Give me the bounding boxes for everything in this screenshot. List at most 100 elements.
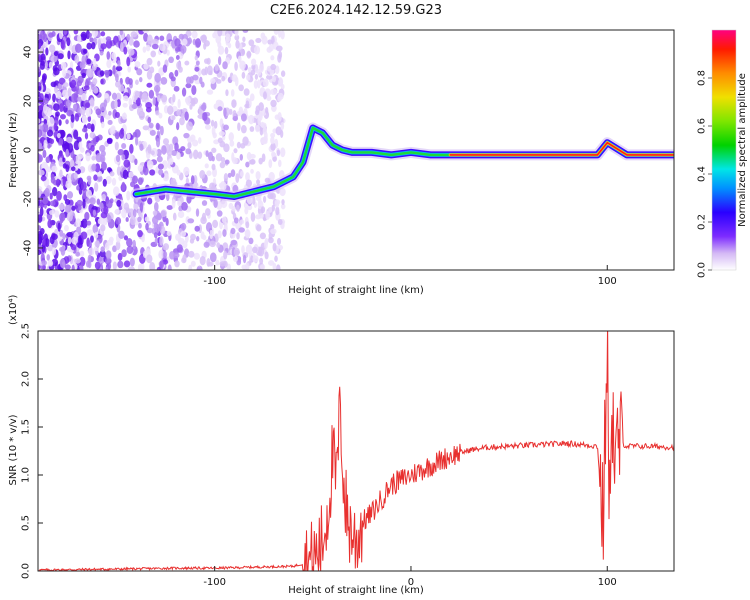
spectrogram-noise-cell bbox=[71, 85, 78, 92]
spectrogram-noise-cell bbox=[214, 30, 218, 36]
spectrogram-noise-cell bbox=[272, 242, 277, 252]
spectrogram-noise-cell bbox=[142, 165, 147, 173]
spectrogram-noise-cell bbox=[191, 85, 197, 96]
spectrogram-noise-cell bbox=[122, 169, 129, 180]
spectrogram-noise-cell bbox=[236, 232, 240, 240]
spectrogram-noise-cell bbox=[280, 203, 286, 210]
spectrogram-noise-cell bbox=[268, 44, 274, 52]
spectrogram-noise-cell bbox=[245, 262, 250, 270]
spectrogram-noise-cell bbox=[271, 151, 276, 158]
spectrogram-noise-cell bbox=[161, 94, 168, 103]
spectrogram-noise-cell bbox=[147, 197, 153, 205]
spectrogram-noise-cell bbox=[184, 96, 191, 104]
spectrogram-noise-cell bbox=[276, 149, 281, 157]
spectrogram-noise-cell bbox=[162, 259, 169, 265]
spectrogram-noise-cell bbox=[220, 199, 228, 209]
spectrogram-noise-cell bbox=[53, 103, 60, 112]
snr-x-tick-label: 0 bbox=[408, 577, 414, 588]
spectrogram-noise-cell bbox=[79, 61, 86, 70]
spectrogram-noise-cell bbox=[255, 170, 261, 180]
spectrogram-noise-cell bbox=[94, 232, 99, 239]
spectrogram-noise-cell bbox=[252, 246, 258, 254]
spectrogram-noise-cell bbox=[90, 235, 94, 243]
spectrogram-noise-cell bbox=[239, 153, 243, 161]
spectrogram-noise-cell bbox=[146, 70, 153, 80]
spectrogram-noise-cell bbox=[266, 74, 273, 80]
spectrogram-noise-cell bbox=[206, 170, 212, 177]
spectrogram-noise-cell bbox=[256, 179, 260, 185]
spectrogram-noise-cell bbox=[260, 122, 267, 129]
spectrogram-noise-cell bbox=[60, 113, 66, 120]
spectrogram-noise-cell bbox=[157, 60, 161, 67]
spectrogram-noise-cell bbox=[194, 55, 198, 61]
spectrogram-noise-cell bbox=[190, 175, 195, 185]
spectrogram-noise-cell bbox=[267, 39, 273, 45]
spectrogram-noise-cell bbox=[143, 63, 149, 70]
spectrogram-noise-cell bbox=[142, 125, 150, 131]
spectrogram-noise-cell bbox=[47, 143, 51, 149]
spectrogram-noise-cell bbox=[177, 200, 182, 207]
spectrogram-noise-cell bbox=[39, 207, 44, 217]
spectrogram-noise-cell bbox=[163, 243, 169, 251]
spectrogram-noise-cell bbox=[123, 260, 131, 268]
spectrogram-noise-cell bbox=[217, 56, 222, 66]
spectrogram-noise-cell bbox=[258, 157, 263, 165]
spectrogram-noise-cell bbox=[223, 107, 227, 117]
spectrogram-noise-cell bbox=[58, 119, 62, 126]
spectrogram-y-tick-label: 40 bbox=[23, 46, 34, 59]
spectrogram-noise-cell bbox=[247, 204, 253, 211]
spectrogram-noise-cell bbox=[245, 221, 250, 229]
spectrogram-noise-cell bbox=[83, 85, 90, 91]
spectrogram-noise-cell bbox=[62, 176, 66, 187]
spectrogram-noise-cell bbox=[205, 222, 213, 233]
spectrogram-noise-cell bbox=[160, 209, 167, 217]
spectrogram-noise-cell bbox=[159, 43, 166, 52]
spectrogram-noise-cell bbox=[115, 92, 122, 102]
spectrogram-noise-cell bbox=[204, 124, 212, 130]
spectrogram-noise-cell bbox=[85, 189, 93, 199]
spectrogram-noise-cell bbox=[219, 161, 226, 169]
spectrogram-noise-cell bbox=[50, 81, 57, 88]
spectrogram-noise-cell bbox=[95, 153, 102, 163]
spectrogram-noise-cell bbox=[43, 97, 49, 105]
spectrogram-noise-cell bbox=[205, 150, 209, 158]
spectrogram-noise-cell bbox=[59, 169, 63, 178]
spectrogram-noise-cell bbox=[159, 35, 165, 42]
spectrogram-noise-cell bbox=[116, 166, 121, 176]
spectrogram-noise-cell bbox=[148, 89, 155, 99]
spectrogram-noise-cell bbox=[120, 42, 124, 52]
spectrogram-noise-cell bbox=[228, 132, 234, 142]
spectrogram-noise-cell bbox=[48, 210, 55, 215]
spectrogram-noise-cell bbox=[43, 139, 48, 149]
spectrogram-noise-cell bbox=[43, 118, 48, 125]
spectrogram-noise-cell bbox=[70, 113, 75, 123]
spectrogram-noise-cell bbox=[199, 255, 206, 266]
spectrogram-noise-cell bbox=[270, 63, 277, 71]
spectrogram-noise-cell bbox=[134, 94, 138, 101]
spectrogram-noise-cell bbox=[77, 34, 82, 43]
spectrogram-noise-cell bbox=[241, 245, 245, 254]
spectrogram-noise-cell bbox=[74, 258, 81, 264]
spectrogram-noise-cell bbox=[122, 102, 128, 108]
spectrogram-noise-cell bbox=[128, 97, 133, 107]
spectrogram-noise-cell bbox=[241, 71, 246, 79]
spectrogram-noise-cell bbox=[114, 99, 118, 109]
spectrogram-noise-cell bbox=[122, 95, 129, 101]
spectrogram-noise-cell bbox=[186, 121, 193, 131]
spectrogram-noise-cell bbox=[80, 93, 87, 102]
spectrogram-noise-cell bbox=[117, 149, 125, 156]
spectrogram-noise-cell bbox=[245, 244, 253, 255]
spectrogram-noise-cell bbox=[191, 30, 198, 39]
spectrogram-noise-cell bbox=[233, 247, 240, 257]
spectrogram-noise-cell bbox=[75, 251, 81, 257]
spectrogram-noise-cell bbox=[38, 214, 43, 223]
spectrogram-noise-cell bbox=[223, 250, 228, 260]
spectrogram-noise-cell bbox=[81, 127, 88, 133]
spectrogram-noise-cell bbox=[187, 218, 195, 224]
spectrogram-noise-cell bbox=[81, 218, 88, 229]
spectrogram-noise-cell bbox=[112, 65, 116, 75]
spectrogram-noise-cell bbox=[174, 260, 180, 268]
spectrogram-noise-cell bbox=[41, 123, 49, 133]
spectrogram-noise-cell bbox=[66, 191, 74, 199]
spectrogram-noise-cell bbox=[100, 246, 105, 253]
